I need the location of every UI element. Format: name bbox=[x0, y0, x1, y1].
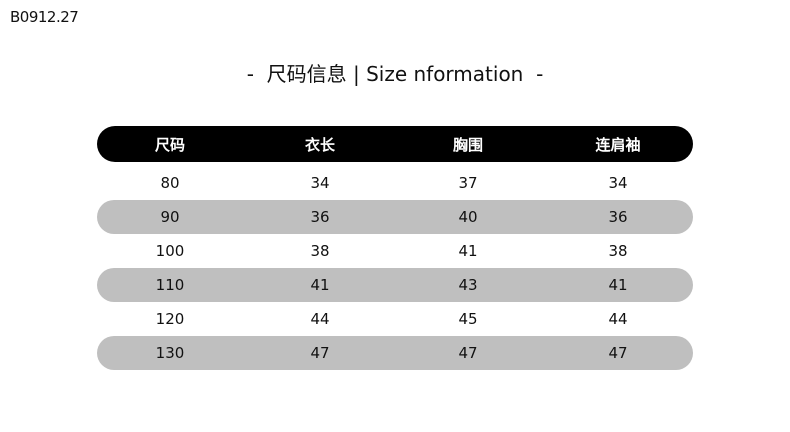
table-cell: 120 bbox=[155, 310, 185, 328]
table-cell: 38 bbox=[608, 242, 628, 260]
table-row: 110 41 43 41 bbox=[97, 268, 693, 302]
table-row: 90 36 40 36 bbox=[97, 200, 693, 234]
table-cell: 100 bbox=[155, 242, 185, 260]
table-cell: 44 bbox=[608, 310, 628, 328]
table-cell: 47 bbox=[458, 344, 478, 362]
header-sleeve: 连肩袖 bbox=[595, 135, 641, 154]
table-cell: 47 bbox=[608, 344, 628, 362]
table-cell: 44 bbox=[310, 310, 330, 328]
table-cell: 110 bbox=[155, 276, 185, 294]
table-cell: 41 bbox=[458, 242, 478, 260]
product-code: B0912.27 bbox=[10, 8, 79, 26]
table-row: 80 34 37 34 bbox=[97, 166, 693, 200]
header-size: 尺码 bbox=[154, 135, 186, 154]
header-chest: 胸围 bbox=[452, 135, 484, 154]
table-cell: 45 bbox=[458, 310, 478, 328]
table-header: 尺码 衣长 胸围 连肩袖 bbox=[97, 126, 693, 162]
table-cell: 40 bbox=[458, 208, 478, 226]
table-cell: 37 bbox=[458, 174, 478, 192]
table-cell: 36 bbox=[608, 208, 628, 226]
table-row: 120 44 45 44 bbox=[97, 302, 693, 336]
table-cell: 38 bbox=[310, 242, 330, 260]
table-cell: 43 bbox=[458, 276, 478, 294]
table-cell: 36 bbox=[310, 208, 330, 226]
header-length: 衣长 bbox=[304, 135, 336, 154]
table-row: 100 38 41 38 bbox=[97, 234, 693, 268]
page-title: - 尺码信息 | Size nformation - bbox=[246, 62, 544, 86]
table-cell: 34 bbox=[310, 174, 330, 192]
table-cell: 41 bbox=[310, 276, 330, 294]
table-row: 130 47 47 47 bbox=[97, 336, 693, 370]
table-cell: 130 bbox=[155, 344, 185, 362]
table-cell: 47 bbox=[310, 344, 330, 362]
table-cell: 41 bbox=[608, 276, 628, 294]
table-cell: 34 bbox=[608, 174, 628, 192]
table-cell: 80 bbox=[160, 174, 180, 192]
table-cell: 90 bbox=[160, 208, 180, 226]
